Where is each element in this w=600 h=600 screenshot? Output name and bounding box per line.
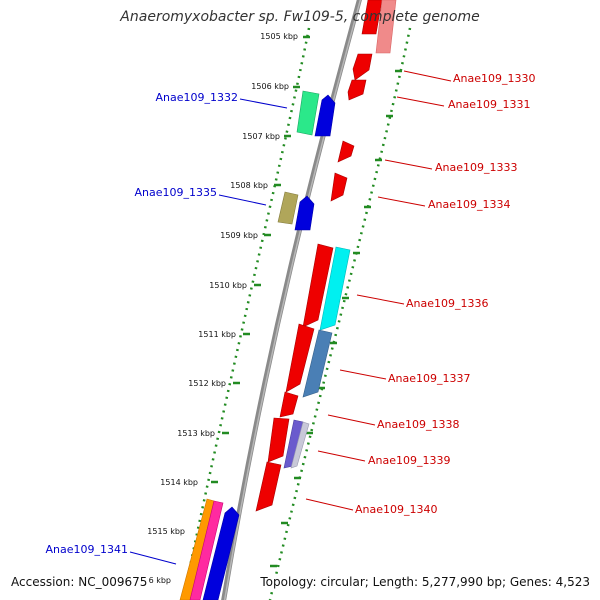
gene-label-right[interactable]: Anae109_1337	[388, 372, 471, 385]
leader-lines-right	[305, 70, 452, 511]
topology-label: Topology: circular; Length: 5,277,990 bp…	[258, 575, 592, 589]
genome-backbone-highlight	[223, 0, 362, 600]
tick-label: 1514 kbp	[160, 478, 198, 487]
tick-label: 1508 kbp	[230, 181, 268, 190]
gene-pink-1330	[375, 0, 397, 54]
gene-green-1332	[296, 90, 320, 136]
gene-grey-1339b	[290, 421, 310, 469]
gene-label-right[interactable]: Anae109_1330	[453, 72, 536, 85]
gene-olive-1335	[277, 191, 299, 225]
gene-blue-arrow-1332	[314, 94, 336, 137]
gene-label-left[interactable]: Anae109_1332	[156, 91, 239, 104]
genome-backbone	[221, 0, 362, 600]
gene-label-right[interactable]: Anae109_1336	[406, 297, 489, 310]
tick-label: 1510 kbp	[209, 281, 247, 290]
gene-label-right[interactable]: Anae109_1339	[368, 454, 451, 467]
tick-label: 1506 kbp	[251, 82, 289, 91]
inner-ruler-track	[181, 27, 311, 600]
gene-magenta-1341	[189, 500, 224, 600]
gene-cyan-1336	[319, 246, 351, 331]
gene-steelblue-1337	[302, 329, 333, 398]
gene-blue-arrow-1335	[294, 195, 315, 231]
gene-orange-1341	[179, 498, 215, 600]
accession-label: Accession: NC_009675	[9, 575, 150, 589]
genes-outer-red	[255, 0, 383, 512]
tick-label: 1513 kbp	[177, 429, 215, 438]
tick-label: 1507 kbp	[242, 132, 280, 141]
gene-label-right[interactable]: Anae109_1331	[448, 98, 531, 111]
gene-label-right[interactable]: Anae109_1340	[355, 503, 438, 516]
map-title: Anaeromyxobacter sp. Fw109-5, complete g…	[120, 9, 480, 25]
gene-blue-1341	[202, 506, 240, 600]
gene-label-right[interactable]: Anae109_1338	[377, 418, 460, 431]
gene-label-left[interactable]: Anae109_1335	[135, 186, 218, 199]
gene-label-left[interactable]: Anae109_1341	[46, 543, 129, 556]
tick-label: 1512 kbp	[188, 379, 226, 388]
tick-label: 1505 kbp	[260, 32, 298, 41]
tick-label: 1515 kbp	[147, 527, 185, 536]
tick-label: 1509 kbp	[220, 231, 258, 240]
tick-label: 1516 kbp	[133, 576, 171, 585]
gene-label-right[interactable]: Anae109_1333	[435, 161, 518, 174]
leader-lines-left	[129, 98, 288, 565]
gene-label-right[interactable]: Anae109_1334	[428, 198, 511, 211]
tick-label: 1511 kbp	[198, 330, 236, 339]
outer-ruler-track	[268, 27, 412, 600]
